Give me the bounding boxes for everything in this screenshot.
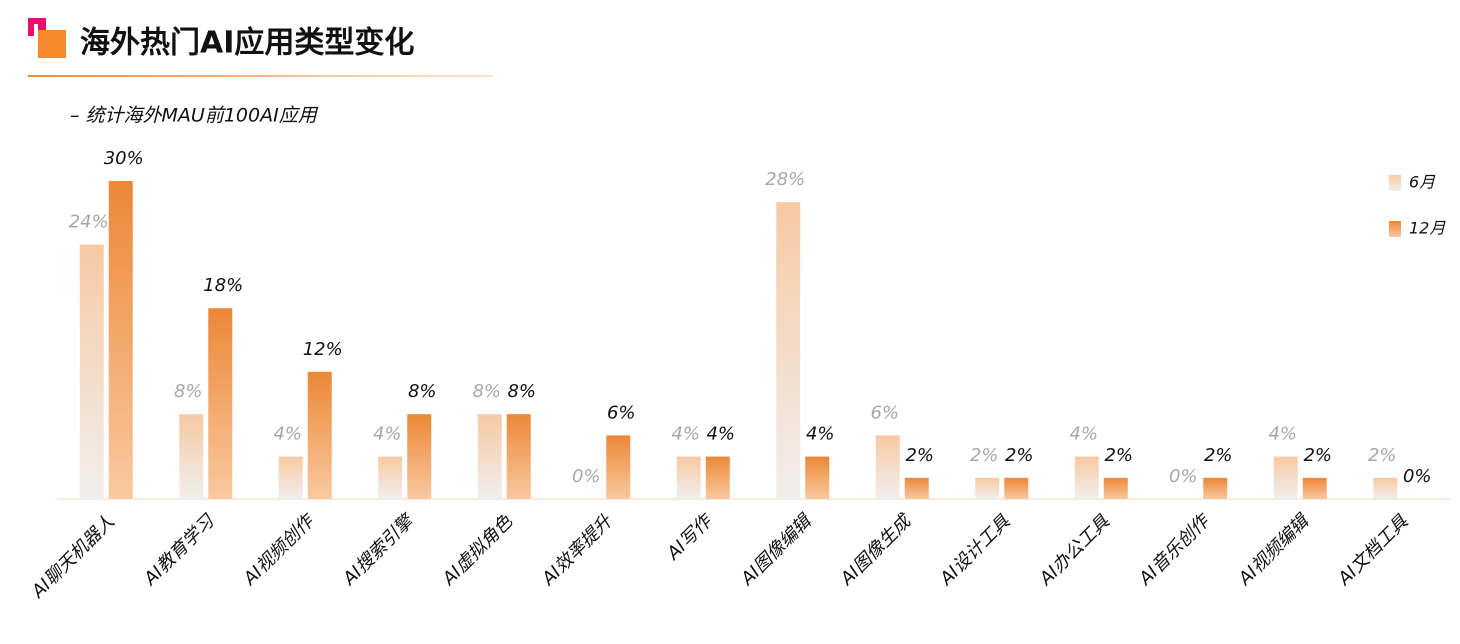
bar — [975, 477, 1000, 499]
value-label: 2% — [1104, 445, 1133, 466]
bar — [79, 244, 104, 499]
x-tick-label: AI效率提升 — [537, 510, 617, 590]
bar — [506, 414, 531, 499]
bar — [904, 477, 929, 499]
bar — [407, 414, 432, 499]
bar — [108, 181, 133, 499]
value-label: 6% — [607, 402, 636, 423]
chart-title: 海外热门AI应用类型变化 — [80, 26, 414, 61]
bar — [1074, 456, 1099, 499]
bar — [1373, 477, 1398, 499]
value-label: 8% — [408, 381, 437, 402]
x-tick-label: AI图像编辑 — [736, 510, 816, 590]
value-label: 2% — [1368, 445, 1397, 466]
value-label: 8% — [472, 381, 501, 402]
value-label: 2% — [1204, 445, 1233, 466]
value-label: 28% — [765, 169, 805, 190]
x-tick-label: AI聊天机器人 — [27, 511, 119, 603]
value-label: 8% — [174, 381, 203, 402]
value-label: 18% — [203, 275, 243, 296]
x-tick-label: AI设计工具 — [935, 511, 1015, 591]
bar — [1273, 456, 1298, 499]
bar — [477, 414, 502, 499]
value-label: 0% — [572, 466, 601, 487]
bar — [875, 435, 900, 499]
bar — [1203, 477, 1228, 499]
legend-swatch — [1389, 175, 1401, 191]
title-icon-front — [38, 30, 66, 58]
x-tick-label: AI办公工具 — [1035, 511, 1115, 591]
value-label: 0% — [1169, 466, 1198, 487]
bar — [1004, 477, 1029, 499]
x-tick-label: AI视频编辑 — [1234, 510, 1314, 590]
title-underline — [28, 75, 494, 77]
value-label: 0% — [1403, 466, 1432, 487]
value-label: 4% — [806, 424, 835, 445]
x-tick-label: AI文档工具 — [1333, 511, 1413, 591]
legend-label: 6月 — [1409, 173, 1436, 192]
value-label: 4% — [706, 424, 735, 445]
x-tick-label: AI搜索引擎 — [338, 509, 419, 590]
bar — [1302, 477, 1327, 499]
value-label: 4% — [273, 424, 302, 445]
legend-label: 12月 — [1409, 219, 1446, 238]
value-label: 2% — [905, 445, 934, 466]
bar — [776, 202, 801, 499]
bar — [208, 308, 233, 499]
x-tick-label: AI视频创作 — [239, 509, 320, 590]
x-tick-label: AI虚拟角色 — [438, 511, 518, 591]
chart-subtitle: – 统计海外MAU前100AI应用 — [70, 105, 319, 127]
x-tick-label: AI写作 — [662, 509, 718, 565]
x-tick-label: AI音乐创作 — [1134, 509, 1215, 590]
bar — [307, 371, 332, 499]
bar — [805, 456, 830, 499]
legend-swatch — [1389, 221, 1401, 237]
value-label: 24% — [69, 212, 109, 233]
x-tick-label: AI教育学习 — [139, 510, 219, 590]
value-label: 2% — [1303, 445, 1332, 466]
bar — [676, 456, 701, 499]
title-icon-gap — [34, 24, 38, 36]
value-label: 8% — [507, 381, 536, 402]
value-label: 4% — [1069, 424, 1098, 445]
bar — [1103, 477, 1128, 499]
value-label: 30% — [104, 148, 144, 169]
value-label: 6% — [870, 402, 899, 423]
bar — [606, 435, 631, 499]
value-label: 2% — [1005, 445, 1034, 466]
bar — [179, 414, 204, 499]
x-tick-label: AI图像生成 — [836, 509, 917, 590]
value-label: 12% — [303, 339, 343, 360]
bar — [378, 456, 403, 499]
value-label: 4% — [373, 424, 402, 445]
bar — [705, 456, 730, 499]
value-label: 4% — [671, 424, 700, 445]
bar — [278, 456, 303, 499]
value-label: 4% — [1268, 424, 1297, 445]
value-label: 2% — [970, 445, 999, 466]
